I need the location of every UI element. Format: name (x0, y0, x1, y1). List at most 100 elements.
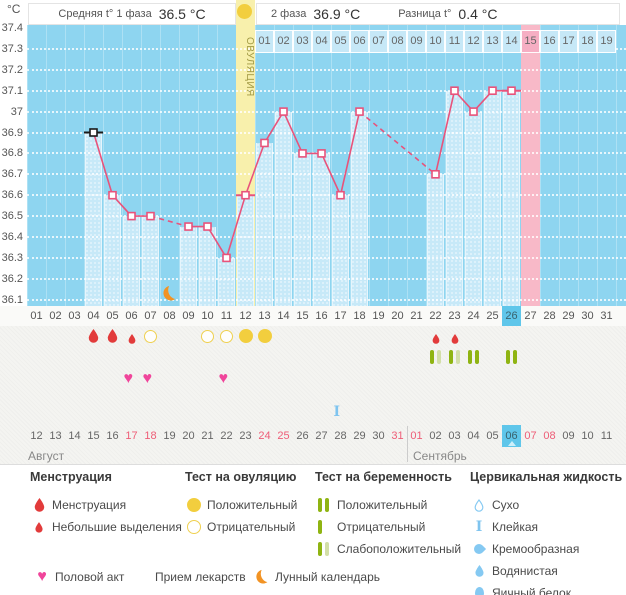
intercourse-icon[interactable]: ♥ (123, 370, 134, 387)
dpo-cell[interactable]: 05 (331, 30, 350, 53)
temp-point-marker[interactable] (431, 170, 440, 179)
date-cell[interactable]: 06 (502, 425, 521, 447)
temp-bar[interactable] (85, 132, 102, 306)
temp-point-marker[interactable] (450, 86, 459, 95)
temp-bar[interactable] (332, 195, 349, 306)
date-cell[interactable]: 02 (429, 430, 442, 442)
cycle-day-cell[interactable]: 02 (49, 310, 62, 322)
date-cell[interactable]: 30 (372, 430, 385, 442)
cycle-day-cell[interactable]: 21 (410, 310, 423, 322)
temp-point-marker[interactable] (222, 253, 231, 263)
cycle-day-cell[interactable]: 06 (125, 310, 138, 322)
cycle-day-cell[interactable]: 26 (502, 306, 521, 326)
cycle-day-cell[interactable]: 20 (391, 310, 404, 322)
date-cell[interactable]: 18 (144, 430, 157, 442)
ovulation-test-icon[interactable] (144, 329, 157, 343)
temp-point-marker[interactable] (89, 128, 98, 137)
cycle-day-cell[interactable]: 30 (581, 310, 594, 322)
dpo-cell[interactable]: 14 (502, 30, 521, 53)
temp-point-marker[interactable] (184, 222, 193, 231)
dpo-cell[interactable]: 01 (255, 30, 274, 53)
dpo-cell[interactable]: 17 (559, 30, 578, 53)
date-cell[interactable]: 08 (543, 430, 556, 442)
date-cell[interactable]: 04 (467, 430, 480, 442)
temp-bar[interactable] (503, 90, 520, 306)
temp-bar[interactable] (446, 90, 463, 306)
dpo-cell[interactable]: 16 (540, 30, 559, 53)
menstruation-icon[interactable] (107, 329, 118, 343)
temp-point-marker[interactable] (108, 190, 117, 200)
date-cell[interactable]: 28 (334, 430, 347, 442)
dpo-cell[interactable]: 08 (388, 30, 407, 53)
temp-point-marker[interactable] (507, 86, 516, 95)
cycle-day-cell[interactable]: 15 (296, 310, 309, 322)
date-cell[interactable]: 11 (600, 430, 613, 442)
cycle-day-cell[interactable]: 29 (562, 310, 575, 322)
cycle-day-cell[interactable]: 09 (182, 310, 195, 322)
date-cell[interactable]: 25 (277, 430, 290, 442)
date-cell[interactable]: 20 (182, 430, 195, 442)
temp-bar[interactable] (313, 153, 330, 306)
cycle-day-cell[interactable]: 25 (486, 310, 499, 322)
date-cell[interactable]: 10 (581, 430, 594, 442)
dpo-cell[interactable]: 03 (293, 30, 312, 53)
dpo-cell[interactable]: 04 (312, 30, 331, 53)
date-cell[interactable]: 13 (49, 430, 62, 442)
ovulation-test-icon[interactable] (238, 329, 253, 343)
pregnancy-test-icon[interactable] (506, 350, 517, 364)
temp-point-marker[interactable] (260, 138, 269, 148)
cycle-day-cell[interactable]: 04 (87, 310, 100, 322)
temp-point-marker[interactable] (127, 211, 136, 221)
pregnancy-test-icon[interactable] (430, 350, 441, 364)
temp-bar[interactable] (104, 195, 121, 306)
date-cell[interactable]: 22 (220, 430, 233, 442)
cycle-day-cell[interactable]: 12 (239, 310, 252, 322)
temp-bar[interactable] (199, 226, 216, 306)
dpo-cell[interactable]: 02 (274, 30, 293, 53)
cycle-day-cell[interactable]: 07 (144, 310, 157, 322)
dpo-cell[interactable]: 11 (445, 30, 464, 53)
temp-point-marker[interactable] (469, 107, 478, 116)
date-cell[interactable]: 09 (562, 430, 575, 442)
menstruation-icon[interactable] (451, 331, 459, 344)
cycle-day-cell[interactable]: 28 (543, 310, 556, 322)
cycle-day-cell[interactable]: 31 (600, 310, 613, 322)
temp-point-marker[interactable] (488, 86, 497, 95)
date-cell[interactable]: 15 (87, 430, 100, 442)
ovulation-test-icon[interactable] (201, 329, 214, 343)
temp-point-marker[interactable] (146, 211, 155, 221)
date-cell[interactable]: 27 (315, 430, 328, 442)
cycle-day-cell[interactable]: 16 (315, 310, 328, 322)
ovulation-test-icon[interactable] (220, 329, 233, 343)
dpo-cell[interactable]: 07 (369, 30, 388, 53)
menstruation-icon[interactable] (128, 331, 136, 344)
dpo-cell[interactable]: 19 (597, 30, 616, 53)
dpo-cell[interactable]: 15 (521, 30, 540, 53)
cycle-day-cell[interactable]: 01 (30, 310, 43, 322)
temp-bar[interactable] (180, 226, 197, 306)
dpo-cell[interactable]: 13 (483, 30, 502, 53)
cycle-day-cell[interactable]: 24 (467, 310, 480, 322)
date-cell[interactable]: 14 (68, 430, 81, 442)
date-cell[interactable]: 12 (30, 430, 43, 442)
temp-point-marker[interactable] (241, 190, 250, 200)
cycle-day-cell[interactable]: 17 (334, 310, 347, 322)
temp-bar[interactable] (218, 257, 235, 306)
date-cell[interactable]: 05 (486, 430, 499, 442)
cycle-day-cell[interactable]: 05 (106, 310, 119, 322)
temp-point-marker[interactable] (298, 149, 307, 158)
pregnancy-test-icon[interactable] (468, 350, 479, 364)
menstruation-icon[interactable] (88, 329, 99, 343)
dpo-cell[interactable]: 12 (464, 30, 483, 53)
ovulation-test-icon[interactable] (257, 329, 272, 343)
cycle-day-cell[interactable]: 13 (258, 310, 271, 322)
cycle-day-cell[interactable]: 27 (524, 310, 537, 322)
date-cell[interactable]: 26 (296, 430, 309, 442)
dpo-cell[interactable]: 06 (350, 30, 369, 53)
dpo-cell[interactable]: 09 (407, 30, 426, 53)
temp-bar[interactable] (237, 195, 254, 306)
temp-bar[interactable] (256, 142, 273, 306)
cycle-day-cell[interactable]: 14 (277, 310, 290, 322)
date-cell[interactable]: 03 (448, 430, 461, 442)
cycle-day-cell[interactable]: 08 (163, 310, 176, 322)
